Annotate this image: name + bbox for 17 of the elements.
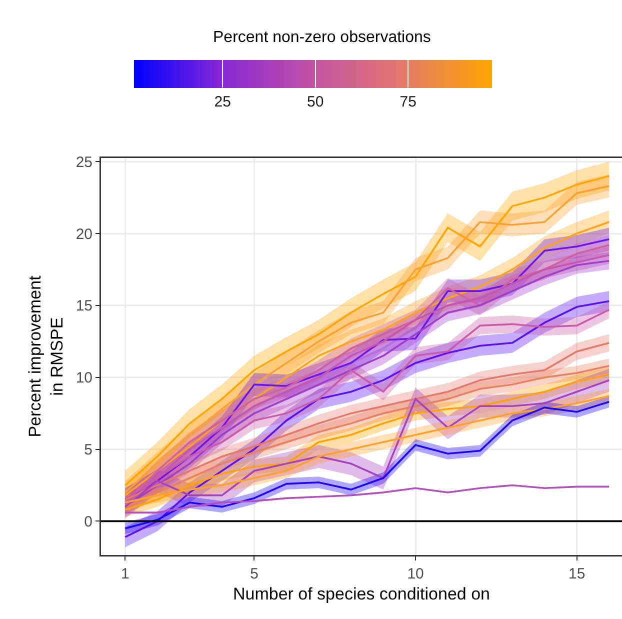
line-series bbox=[124, 484, 610, 514]
y-tick-label: 10 bbox=[76, 370, 92, 387]
y-tick-label: 25 bbox=[76, 154, 92, 171]
x-tick-label: 10 bbox=[407, 566, 424, 582]
x-axis-title: Number of species conditioned on bbox=[232, 584, 490, 604]
y-axis-title: Percent improvement in RMSPE bbox=[26, 275, 67, 438]
y-tick-label: 5 bbox=[84, 442, 92, 459]
x-tick-label: 15 bbox=[568, 566, 586, 582]
x-tick-label: 5 bbox=[250, 566, 258, 582]
color-bar-label: 25 bbox=[214, 94, 231, 110]
y-tick-label: 15 bbox=[76, 298, 92, 315]
y-tick-label: 0 bbox=[84, 513, 92, 530]
color-bar-title: Percent non-zero observations bbox=[213, 29, 431, 46]
color-bar-label: 75 bbox=[400, 94, 416, 110]
x-tick-label: 1 bbox=[121, 566, 130, 582]
color-bar-label: 50 bbox=[307, 94, 324, 110]
y-tick-label: 20 bbox=[76, 226, 92, 243]
